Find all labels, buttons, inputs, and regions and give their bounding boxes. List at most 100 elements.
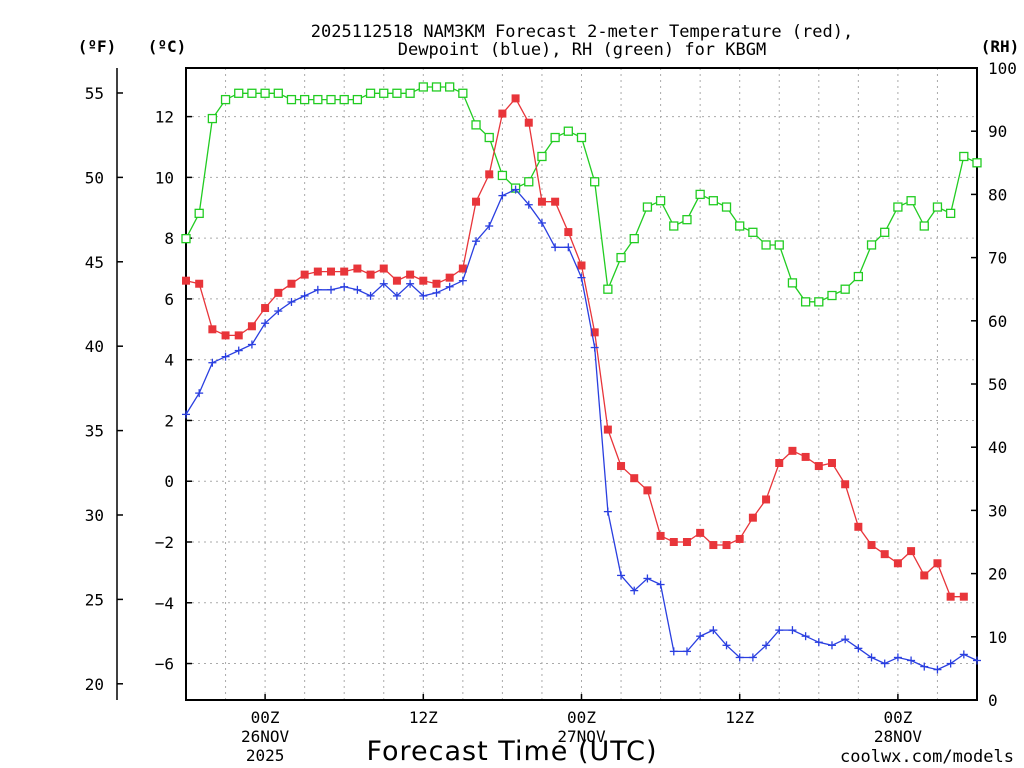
- rh-tick-label: 80: [988, 185, 1007, 204]
- dewpoint-point: [841, 635, 850, 644]
- temperature-point: [959, 592, 968, 601]
- celsius-tick-label: 8: [164, 229, 174, 248]
- dewpoint-point: [722, 641, 731, 650]
- dewpoint-point: [973, 656, 981, 665]
- rh-point: [563, 126, 573, 136]
- fahrenheit-tick-label: 25: [85, 590, 104, 609]
- rh-point: [207, 113, 218, 124]
- rh-point: [247, 88, 257, 98]
- dewpoint-point: [182, 410, 190, 419]
- temperature-point: [682, 538, 691, 546]
- rh-point: [945, 208, 956, 219]
- dewpoint-point: [933, 665, 942, 674]
- x-axis-title: Forecast Time (UTC): [366, 736, 657, 767]
- rh-tick-label: 40: [988, 438, 1007, 457]
- rh-point: [840, 284, 850, 294]
- series-line: [185, 97, 964, 598]
- temperature-point: [498, 109, 507, 118]
- year-label: 2025: [246, 746, 285, 765]
- fahrenheit-tick-label: 50: [85, 168, 104, 187]
- dewpoint-point: [709, 626, 718, 635]
- rh-point: [893, 202, 903, 212]
- rh-point: [866, 240, 877, 250]
- rh-point: [682, 215, 692, 225]
- rh-point: [695, 189, 705, 200]
- temperature-point: [406, 270, 415, 279]
- temperature-series: [182, 94, 968, 601]
- chart-title-line2: Dewpoint (blue), RH (green) for KBGM: [398, 40, 766, 60]
- dewpoint-point: [551, 243, 560, 252]
- dewpoint-point: [775, 626, 784, 635]
- dewpoint-point: [696, 632, 705, 641]
- temperature-point: [735, 534, 744, 543]
- temperature-point: [946, 592, 955, 601]
- temperature-point: [814, 462, 823, 471]
- dewpoint-point: [445, 282, 454, 291]
- time-tick-label: 12Z: [409, 708, 438, 727]
- temperature-point: [669, 538, 678, 546]
- dewpoint-point: [959, 650, 968, 659]
- rh-point: [787, 278, 798, 288]
- dewpoint-point: [630, 586, 639, 595]
- celsius-tick-label: 6: [164, 290, 174, 309]
- dewpoint-series: [182, 185, 981, 674]
- fahrenheit-tick-label: 55: [85, 84, 104, 103]
- temperature-point: [880, 550, 889, 559]
- celsius-tick-label: −4: [155, 594, 174, 613]
- rh-point: [880, 227, 890, 237]
- rh-point: [339, 94, 349, 105]
- temperature-point: [234, 331, 243, 340]
- chart-title-line1: 2025112518 NAM3KM Forecast 2-meter Tempe…: [311, 22, 853, 42]
- dewpoint-point: [313, 285, 322, 294]
- dewpoint-point: [327, 285, 336, 294]
- temperature-point: [524, 118, 533, 127]
- dewpoint-point: [419, 291, 428, 300]
- temperature-point: [445, 273, 454, 282]
- rh-unit-label: (RH): [981, 37, 1020, 56]
- temperature-point: [340, 267, 349, 276]
- dewpoint-point: [788, 626, 797, 635]
- rh-point: [629, 233, 639, 244]
- rh-point: [827, 290, 837, 301]
- dewpoint-point: [406, 279, 415, 288]
- rh-point: [234, 88, 244, 98]
- date-label: 27NOV: [557, 727, 606, 746]
- date-label: 26NOV: [241, 727, 290, 746]
- rh-point: [669, 221, 679, 231]
- plot-frame: [185, 67, 978, 701]
- dewpoint-point: [735, 653, 744, 662]
- rh-point: [603, 284, 613, 294]
- rh-point: [932, 202, 943, 212]
- temperature-point: [617, 462, 626, 471]
- temperature-point: [577, 261, 586, 270]
- time-tick-label: 00Z: [567, 708, 596, 727]
- celsius-tick-label: 12: [155, 108, 174, 127]
- temperature-point: [432, 279, 441, 288]
- temperature-point: [300, 270, 309, 279]
- rh-tick-label: 10: [988, 628, 1007, 647]
- rh-tick-label: 0: [988, 691, 998, 710]
- rh-point: [352, 94, 363, 105]
- temperature-point: [907, 547, 916, 556]
- dewpoint-point: [801, 632, 810, 641]
- rh-tick-label: 100: [988, 59, 1017, 78]
- dewpoint-point: [590, 343, 599, 352]
- dewpoint-point: [814, 638, 823, 647]
- temperature-point: [208, 325, 217, 334]
- rh-point: [748, 227, 758, 237]
- rh-point: [392, 88, 402, 98]
- dewpoint-point: [537, 218, 546, 227]
- rh-point: [458, 88, 468, 98]
- fahrenheit-unit-label: (ºF): [78, 37, 117, 56]
- temperature-point: [327, 267, 336, 276]
- temperature-point: [287, 279, 296, 288]
- celsius-tick-label: 10: [155, 168, 174, 187]
- temperature-point: [841, 480, 850, 489]
- rh-point: [299, 94, 310, 105]
- temperature-point: [458, 264, 467, 273]
- credit-text: coolwx.com/models: [840, 747, 1014, 767]
- temperature-point: [643, 486, 652, 495]
- dewpoint-point: [458, 276, 467, 285]
